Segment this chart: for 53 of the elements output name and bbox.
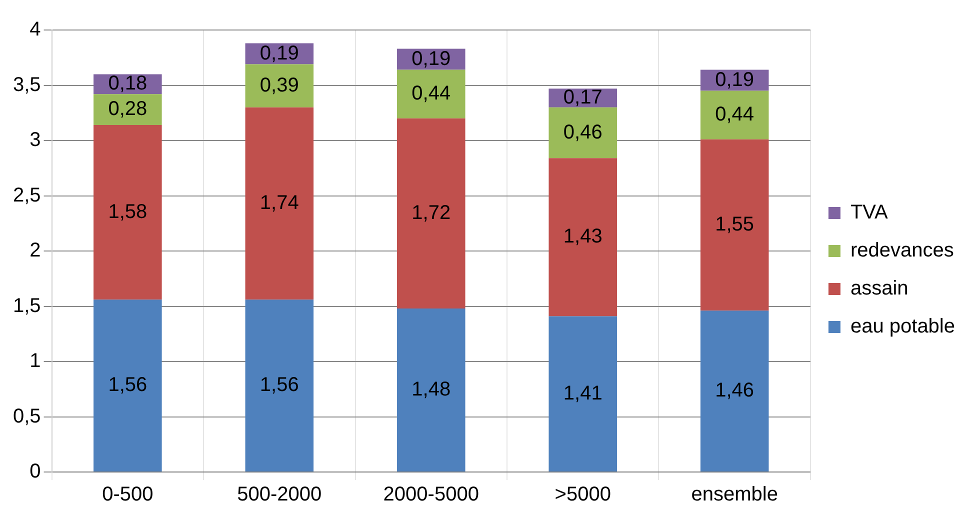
bar (700, 310, 769, 472)
bar (245, 107, 314, 300)
bar (94, 94, 162, 126)
data-label: 0,44 (412, 82, 451, 105)
legend-label: TVA (850, 202, 889, 224)
y-tick-label: 4 (30, 18, 41, 41)
bar (700, 90, 769, 140)
data-label: 1,56 (108, 374, 148, 396)
y-tick-label: 3 (30, 129, 41, 152)
data-label: 0,46 (563, 121, 602, 144)
bar (548, 158, 617, 316)
bar (245, 64, 314, 108)
data-label: 0,39 (260, 74, 299, 96)
y-tick-label: 2 (30, 240, 41, 262)
data-label: 1,56 (260, 374, 299, 396)
x-tick-label: 0-500 (102, 484, 154, 506)
x-tick-label: ensemble (691, 484, 778, 506)
y-tick-label: 0 (30, 460, 41, 483)
data-label: 0,18 (108, 72, 148, 95)
bar (245, 300, 314, 472)
data-label: 1,46 (715, 380, 754, 402)
data-label: 0,17 (563, 86, 602, 108)
data-label: 1,72 (412, 202, 451, 224)
legend-label: eau potable (850, 316, 956, 338)
data-label: 0,19 (260, 42, 299, 64)
legend-label: assain (850, 278, 908, 300)
y-tick-label: 1,5 (12, 294, 41, 317)
bar (396, 308, 466, 472)
data-label: 0,19 (412, 48, 451, 70)
bar (548, 107, 617, 158)
bar (700, 139, 769, 311)
bar (94, 125, 162, 300)
x-tick-label: 2000-5000 (383, 484, 479, 506)
data-label: 1,74 (260, 192, 299, 214)
data-label: 1,41 (563, 382, 602, 404)
data-label: 1,58 (108, 200, 148, 223)
data-label: 1,43 (563, 226, 602, 248)
bar (94, 300, 162, 472)
y-tick-label: 2,5 (12, 184, 41, 206)
bar (396, 70, 466, 118)
y-tick-label: 0,5 (12, 405, 41, 428)
data-label: 0,19 (715, 68, 754, 91)
legend-label: redevances (850, 240, 954, 262)
data-label: 0,44 (715, 104, 754, 126)
y-tick-label: 3,5 (12, 74, 41, 96)
data-label: 1,55 (715, 214, 754, 236)
bar (548, 316, 617, 472)
data-label: 1,48 (412, 378, 451, 400)
x-tick-label: >5000 (554, 484, 611, 506)
y-tick-label: 1 (30, 350, 41, 372)
x-tick-label: 500-2000 (237, 484, 322, 506)
data-label: 0,28 (108, 98, 148, 120)
bar (396, 118, 466, 308)
